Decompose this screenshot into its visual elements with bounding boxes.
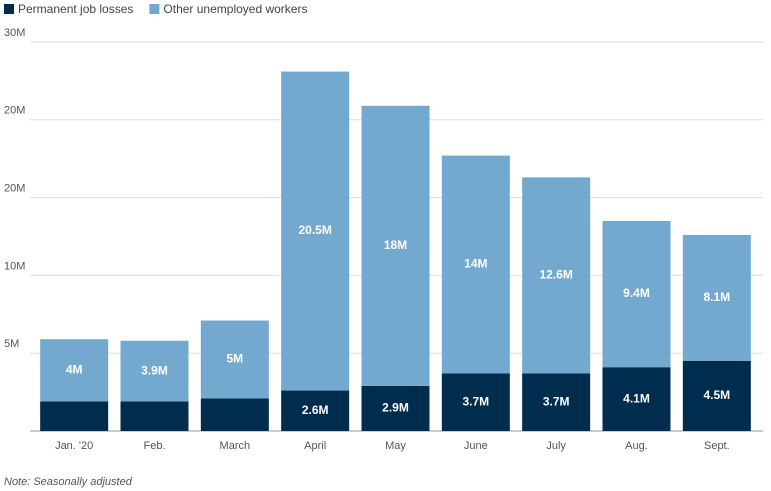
x-tick-label: March (220, 440, 251, 452)
data-label: 18M (384, 238, 407, 252)
bar-segment (281, 390, 350, 431)
y-tick-label: 10M (4, 260, 25, 272)
x-tick-label: Jan. '20 (55, 440, 93, 452)
bar-segment (200, 398, 269, 431)
x-tick-label: Aug. (625, 440, 648, 452)
data-label: 2.9M (382, 401, 409, 415)
bar-segment (441, 155, 510, 374)
x-tick-label: June (464, 440, 488, 452)
bar-segment (522, 177, 591, 374)
bar-segment (120, 340, 189, 402)
legend-label: Permanent job losses (18, 2, 133, 16)
data-label: 8.1M (703, 290, 730, 304)
note: Note: Seasonally adjusted (4, 476, 133, 488)
legend-swatch (4, 4, 14, 14)
bar-segment (361, 105, 430, 386)
data-label: 3.7M (543, 394, 570, 408)
data-label: 4M (66, 362, 83, 376)
legend-label: Other unemployed workers (163, 2, 307, 16)
y-tick-label: 20M (4, 105, 25, 117)
bar-segment (361, 385, 430, 431)
x-tick-label: May (385, 440, 406, 452)
bar-segment (522, 373, 591, 431)
bar-segment (602, 367, 671, 431)
y-tick-label: 20M (4, 183, 25, 195)
data-label: 3.9M (141, 363, 168, 377)
x-tick-label: Sept. (704, 440, 730, 452)
x-tick-label: April (304, 440, 326, 452)
bar-segment (120, 401, 189, 431)
data-label: 12.6M (539, 268, 572, 282)
y-tick-label: 30M (4, 27, 25, 39)
x-tick-label: July (546, 440, 566, 452)
x-tick-label: Feb. (143, 440, 165, 452)
data-label: 4.5M (703, 388, 730, 402)
bar-segment (40, 339, 109, 402)
bar-segment (441, 373, 510, 431)
data-label: 14M (464, 257, 487, 271)
data-label: 20.5M (298, 223, 331, 237)
legend-swatch (149, 4, 160, 14)
data-label: 5M (226, 352, 243, 366)
bar-segment (281, 71, 350, 391)
bar-segment (40, 401, 109, 431)
data-label: 9.4M (623, 286, 650, 300)
bar-segment (682, 234, 751, 361)
bar-segment (602, 220, 671, 368)
bar-segment (682, 360, 751, 431)
data-label: 3.7M (462, 394, 489, 408)
data-label: 2.6M (302, 403, 329, 417)
y-tick-label: 5M (4, 338, 19, 350)
bar-segment (200, 320, 269, 399)
data-label: 4.1M (623, 391, 650, 405)
